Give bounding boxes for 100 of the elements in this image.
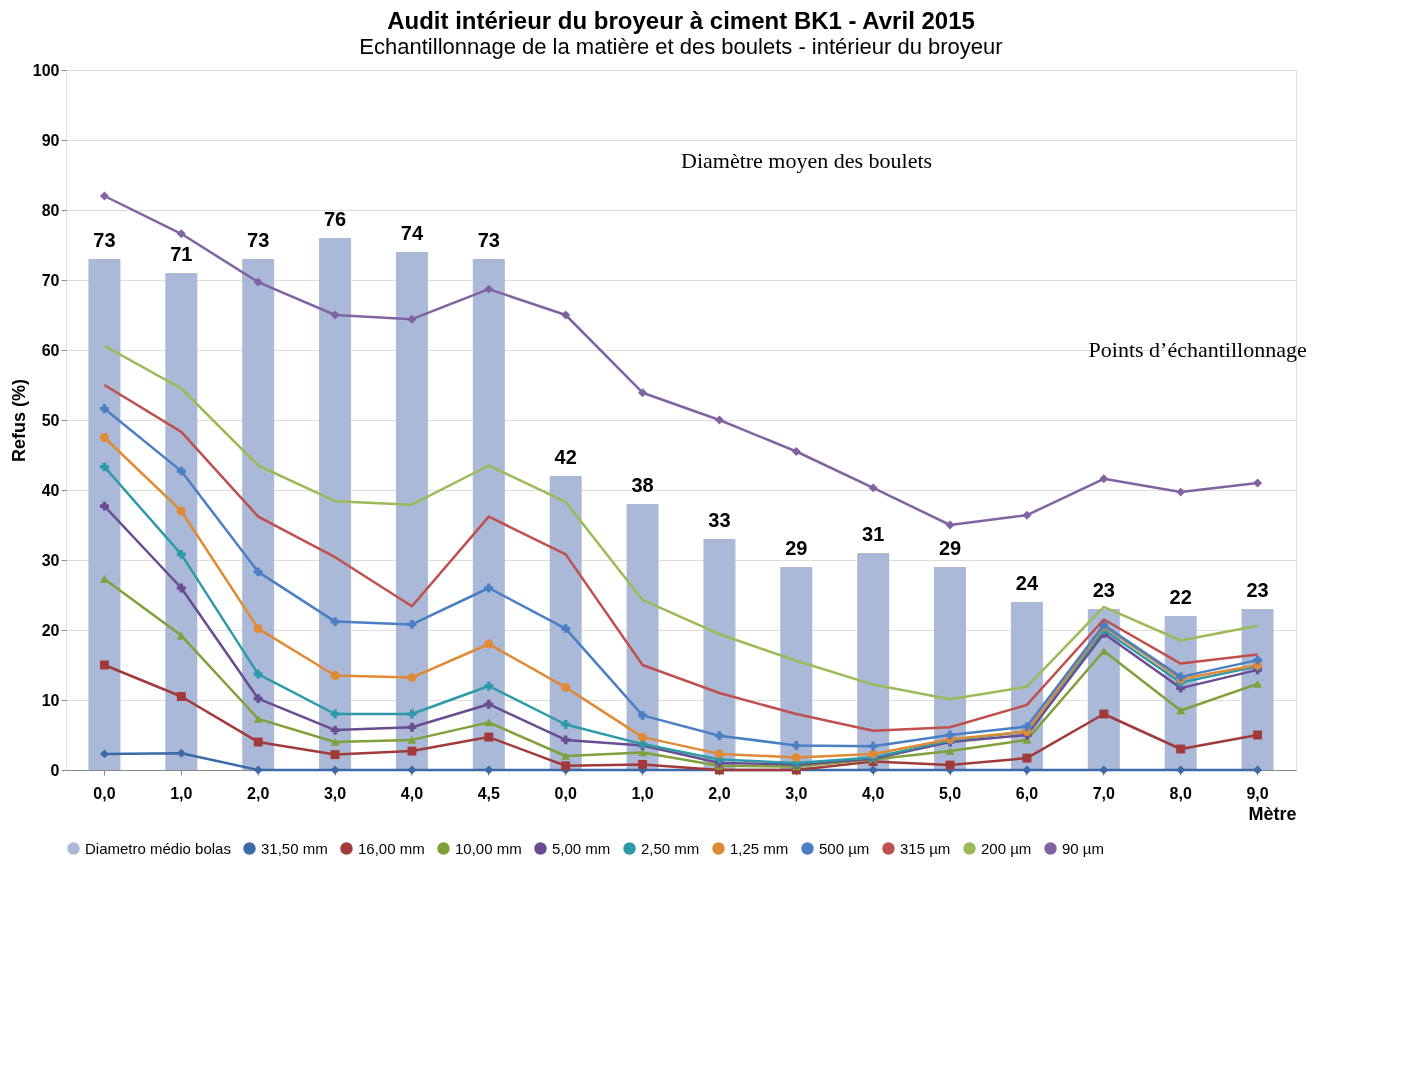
point — [253, 567, 263, 577]
point — [330, 671, 340, 680]
data-label: 31 — [862, 523, 885, 545]
bar — [395, 252, 428, 770]
point — [484, 699, 494, 709]
point — [791, 447, 801, 456]
legend-label: Diametro médio bolas — [85, 839, 231, 857]
point — [407, 619, 417, 629]
point — [176, 229, 186, 239]
point — [561, 761, 571, 771]
point — [330, 310, 340, 320]
data-label: 24 — [1015, 572, 1039, 594]
data-label: 29 — [785, 537, 808, 559]
legend-label: 10,00 mm — [455, 839, 522, 857]
chart-title: Audit intérieur du broyeur à ciment BK1 - Avril 2015 — [387, 7, 975, 34]
point — [99, 191, 109, 201]
point — [1022, 510, 1032, 520]
data-label: 74 — [400, 222, 424, 244]
point — [561, 752, 571, 760]
point — [176, 583, 186, 593]
x-tick-label: 1,0 — [170, 784, 193, 802]
x-tick-label: 3,0 — [323, 784, 347, 802]
point — [99, 404, 109, 414]
data-label: 23 — [1092, 579, 1115, 601]
x-tick-label: 5,0 — [938, 784, 962, 802]
x-tick-label: 4,0 — [862, 784, 885, 802]
y-tick-label: 20 — [41, 621, 60, 639]
data-label: 73 — [93, 229, 116, 251]
bar — [242, 259, 275, 770]
point — [945, 730, 955, 740]
point — [868, 483, 878, 493]
legend-label: 315 µm — [900, 839, 951, 857]
bar — [319, 238, 352, 770]
point — [791, 752, 801, 762]
point — [99, 462, 109, 472]
point — [1022, 753, 1032, 763]
point — [176, 506, 186, 516]
x-tick-label: 1,0 — [631, 784, 654, 802]
point — [253, 765, 263, 775]
point — [1253, 478, 1263, 488]
point — [561, 310, 571, 320]
point — [253, 715, 263, 723]
data-label: 73 — [247, 229, 270, 251]
point — [945, 760, 955, 770]
point — [253, 277, 263, 287]
point — [484, 718, 494, 727]
point — [407, 736, 417, 744]
legend-label: 200 µm — [981, 839, 1032, 857]
chart-subtitle: Echantillonnage de la matière et des boulets - intérieur du broyeur — [359, 34, 1003, 59]
x-tick-label: 0,0 — [93, 784, 116, 802]
point — [99, 433, 109, 442]
point — [714, 415, 724, 425]
x-tick-label: 9,0 — [1246, 784, 1269, 802]
point — [945, 747, 955, 755]
point — [330, 750, 340, 760]
point — [484, 732, 494, 742]
point — [99, 749, 109, 759]
point — [407, 746, 417, 756]
x-tick-label: 4,5 — [477, 784, 501, 802]
data-label: 33 — [708, 509, 731, 531]
x-axis-title: Mètre — [1248, 803, 1297, 824]
point — [1099, 709, 1109, 719]
point — [638, 732, 648, 742]
point — [407, 765, 417, 775]
bar — [934, 567, 967, 770]
legend-label: 31,50 mm — [261, 839, 328, 857]
data-label: 42 — [554, 446, 577, 468]
annotation: Points d’échantillonnage — [1088, 337, 1307, 362]
point — [330, 765, 340, 775]
point — [330, 738, 340, 746]
point — [407, 314, 417, 324]
bar — [165, 273, 198, 770]
x-tick-label: 0,0 — [554, 784, 577, 802]
point — [561, 682, 571, 692]
point — [484, 765, 494, 775]
point — [253, 694, 263, 704]
legend-label: 90 µm — [1062, 839, 1104, 857]
y-axis-title: Refus (%) — [8, 378, 29, 463]
point — [99, 575, 109, 583]
y-tick-label: 50 — [41, 411, 60, 429]
annotation: Diamètre moyen des boulets — [681, 148, 933, 173]
data-label: 71 — [170, 243, 193, 265]
point — [1099, 765, 1109, 775]
point — [253, 624, 263, 634]
point — [1176, 487, 1186, 497]
legend-label: 2,50 mm — [641, 839, 700, 857]
y-tick-label: 90 — [41, 131, 60, 149]
point — [253, 737, 263, 747]
bar — [549, 476, 582, 770]
point — [330, 709, 340, 719]
point — [176, 692, 186, 701]
legend-label: 16,00 mm — [358, 839, 425, 857]
x-tick-label: 8,0 — [1169, 784, 1192, 802]
x-tick-label: 2,0 — [708, 784, 731, 802]
y-tick-label: 30 — [41, 551, 60, 569]
point — [253, 669, 263, 679]
point — [1253, 765, 1263, 775]
point — [176, 466, 186, 476]
y-tick-label: 80 — [41, 201, 60, 219]
point — [330, 725, 340, 735]
